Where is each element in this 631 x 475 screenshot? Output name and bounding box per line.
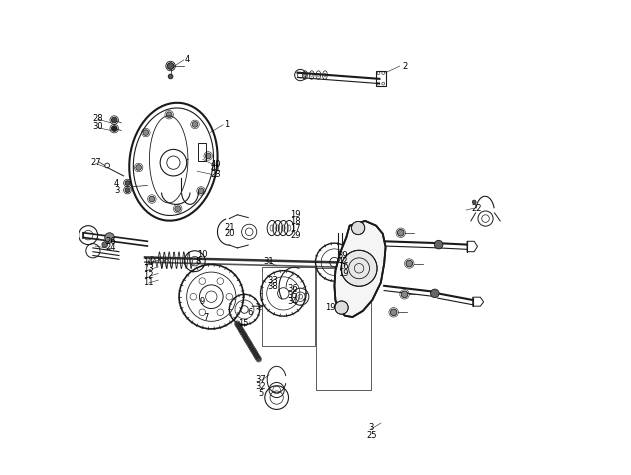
Text: 19: 19 <box>290 210 301 219</box>
Text: 39: 39 <box>338 251 348 260</box>
Circle shape <box>235 322 239 325</box>
Circle shape <box>335 301 348 314</box>
Circle shape <box>251 347 254 351</box>
Text: 22: 22 <box>471 204 482 213</box>
Text: 23: 23 <box>211 170 221 179</box>
Text: 36: 36 <box>287 284 298 293</box>
Text: 38: 38 <box>268 282 278 291</box>
Text: 7: 7 <box>203 313 208 322</box>
Text: 27: 27 <box>90 158 100 167</box>
Circle shape <box>240 330 244 334</box>
Text: 16: 16 <box>338 262 348 271</box>
Text: 2: 2 <box>402 62 407 71</box>
Circle shape <box>341 250 377 286</box>
Text: 32: 32 <box>256 382 266 391</box>
Polygon shape <box>334 221 386 317</box>
Circle shape <box>249 345 253 349</box>
Circle shape <box>167 63 174 69</box>
Text: 15: 15 <box>239 319 249 328</box>
Circle shape <box>205 153 211 159</box>
Circle shape <box>149 196 155 202</box>
Text: 42: 42 <box>338 256 348 266</box>
Text: 28: 28 <box>92 114 103 123</box>
Text: 5: 5 <box>259 390 264 399</box>
Text: 41: 41 <box>211 164 221 173</box>
Text: 1: 1 <box>224 120 229 129</box>
Text: 29: 29 <box>290 231 301 240</box>
Circle shape <box>136 165 141 171</box>
Circle shape <box>434 240 443 249</box>
Text: 17: 17 <box>290 224 301 233</box>
Circle shape <box>243 334 247 338</box>
Text: 21: 21 <box>224 223 235 232</box>
Text: 19: 19 <box>338 269 348 278</box>
Circle shape <box>248 342 252 346</box>
Circle shape <box>112 126 117 132</box>
Text: 26: 26 <box>105 237 116 246</box>
Circle shape <box>256 355 259 359</box>
Circle shape <box>175 206 180 211</box>
Text: 35: 35 <box>288 291 298 300</box>
Text: 24: 24 <box>105 243 116 252</box>
Text: 6: 6 <box>247 308 253 317</box>
Circle shape <box>244 336 248 340</box>
Circle shape <box>391 309 397 316</box>
Circle shape <box>112 117 117 123</box>
Circle shape <box>242 332 245 336</box>
Circle shape <box>430 289 439 298</box>
Text: 18: 18 <box>290 217 301 226</box>
Circle shape <box>238 326 242 330</box>
Text: 12: 12 <box>143 271 154 280</box>
Circle shape <box>406 260 413 267</box>
Circle shape <box>254 353 258 357</box>
Circle shape <box>105 233 114 242</box>
Circle shape <box>102 242 107 247</box>
Text: 4: 4 <box>114 179 119 188</box>
Circle shape <box>253 351 257 355</box>
Circle shape <box>257 357 261 361</box>
Circle shape <box>245 339 249 342</box>
Circle shape <box>192 122 198 127</box>
Circle shape <box>143 130 149 135</box>
Text: 9: 9 <box>199 297 204 306</box>
Text: 11: 11 <box>143 277 154 286</box>
Text: 34: 34 <box>288 297 298 306</box>
Circle shape <box>198 188 204 194</box>
Text: 30: 30 <box>92 122 103 131</box>
Text: 13: 13 <box>143 264 154 273</box>
Circle shape <box>247 341 251 344</box>
Circle shape <box>237 324 240 328</box>
Circle shape <box>401 291 408 298</box>
Text: 31: 31 <box>264 256 274 266</box>
Text: 4: 4 <box>185 56 191 65</box>
Circle shape <box>351 221 365 235</box>
Text: 3: 3 <box>114 186 119 195</box>
Text: 37: 37 <box>256 375 266 384</box>
Circle shape <box>239 328 243 332</box>
Text: 3: 3 <box>369 423 374 432</box>
Circle shape <box>252 349 256 353</box>
Circle shape <box>168 74 173 79</box>
Text: 20: 20 <box>224 229 235 238</box>
Text: 19: 19 <box>326 303 336 312</box>
Circle shape <box>125 188 130 192</box>
Circle shape <box>167 112 172 117</box>
Text: 25: 25 <box>366 431 377 440</box>
Text: 40: 40 <box>211 160 221 169</box>
Text: 10: 10 <box>198 249 208 258</box>
Text: 14: 14 <box>143 257 154 266</box>
Circle shape <box>398 229 404 236</box>
Text: 33: 33 <box>268 276 278 285</box>
Text: 8: 8 <box>196 256 201 266</box>
Circle shape <box>125 180 130 185</box>
Circle shape <box>472 200 476 204</box>
